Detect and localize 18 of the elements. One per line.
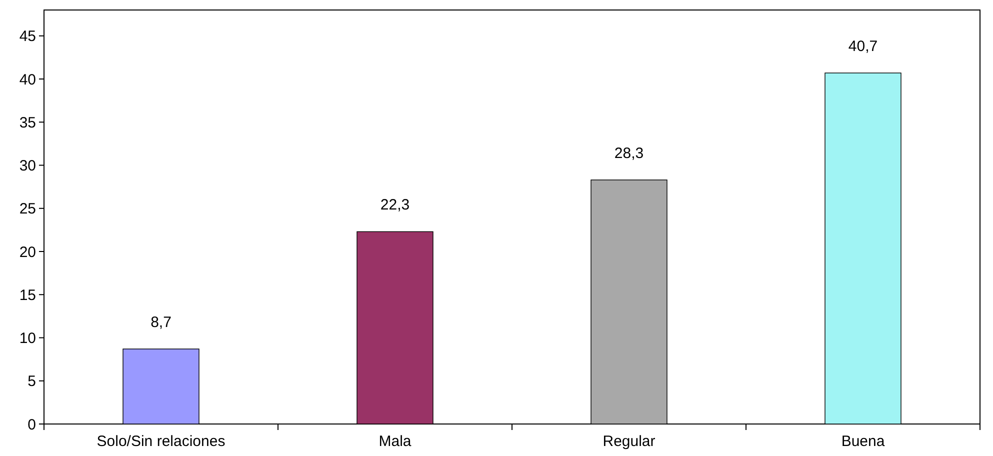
data-label: 22,3 [380, 196, 410, 214]
y-tick-label: 15 [19, 286, 36, 304]
x-tick-label: Buena [841, 433, 886, 450]
y-tick-label: 30 [19, 158, 36, 174]
x-tick-label: Solo/Sin relaciones [96, 433, 226, 450]
y-tick-label: 25 [19, 200, 36, 218]
x-tick-label: Regular [602, 433, 656, 450]
y-tick-label: 5 [28, 373, 36, 390]
data-label: 28,3 [614, 144, 644, 162]
x-tick-label: Mala [378, 433, 412, 450]
y-tick-label: 0 [28, 416, 36, 434]
y-tick-label: 35 [19, 114, 36, 132]
y-tick-label: 40 [19, 71, 36, 88]
y-tick-label: 45 [19, 28, 36, 46]
data-label: 40,7 [848, 38, 878, 55]
y-tick-label: 10 [19, 330, 36, 347]
y-tick-label: 20 [19, 244, 36, 261]
data-label: 8,7 [150, 314, 172, 331]
